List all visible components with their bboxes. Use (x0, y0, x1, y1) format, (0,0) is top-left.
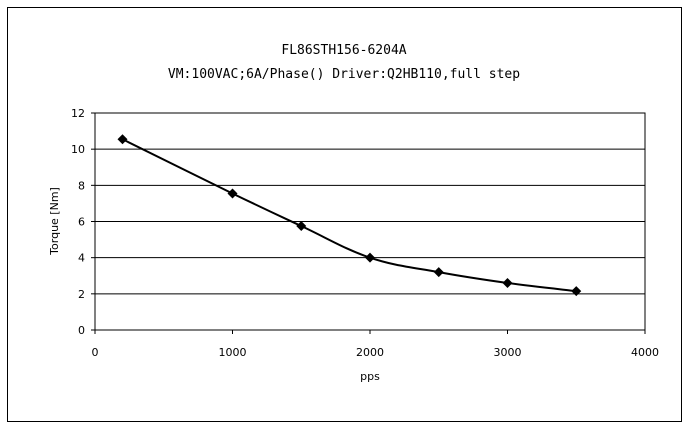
y-tick-label: 4 (78, 252, 85, 265)
y-tick-label: 6 (78, 216, 85, 229)
y-tick-label: 2 (78, 288, 85, 301)
y-axis-ticks: 0 2 4 6 8 10 12 (71, 107, 95, 337)
data-point-marker (296, 221, 307, 232)
data-point-marker (227, 188, 238, 199)
chart-subtitle: VM:100VAC;6A/Phase() Driver:Q2HB110,full… (168, 67, 520, 82)
y-tick-label: 0 (78, 324, 85, 337)
y-tick-label: 10 (71, 143, 85, 156)
x-tick-label: 1000 (219, 346, 247, 359)
x-tick-label: 0 (92, 346, 99, 359)
x-axis-label: pps (360, 370, 380, 383)
x-tick-label: 3000 (494, 346, 522, 359)
data-point-marker (117, 134, 128, 145)
data-point-marker (571, 286, 582, 297)
series-group (117, 134, 582, 297)
x-axis-ticks: 0 1000 2000 3000 4000 (92, 330, 659, 359)
x-tick-label: 4000 (631, 346, 659, 359)
y-tick-label: 8 (78, 179, 85, 192)
data-point-marker (365, 252, 375, 263)
x-tick-label: 2000 (356, 346, 384, 359)
chart-title: FL86STH156-6204A (281, 43, 406, 58)
data-point-marker (502, 277, 513, 288)
y-tick-label: 12 (71, 107, 85, 120)
y-axis-label: Torque [Nm] (48, 187, 61, 256)
data-point-marker (433, 267, 444, 278)
